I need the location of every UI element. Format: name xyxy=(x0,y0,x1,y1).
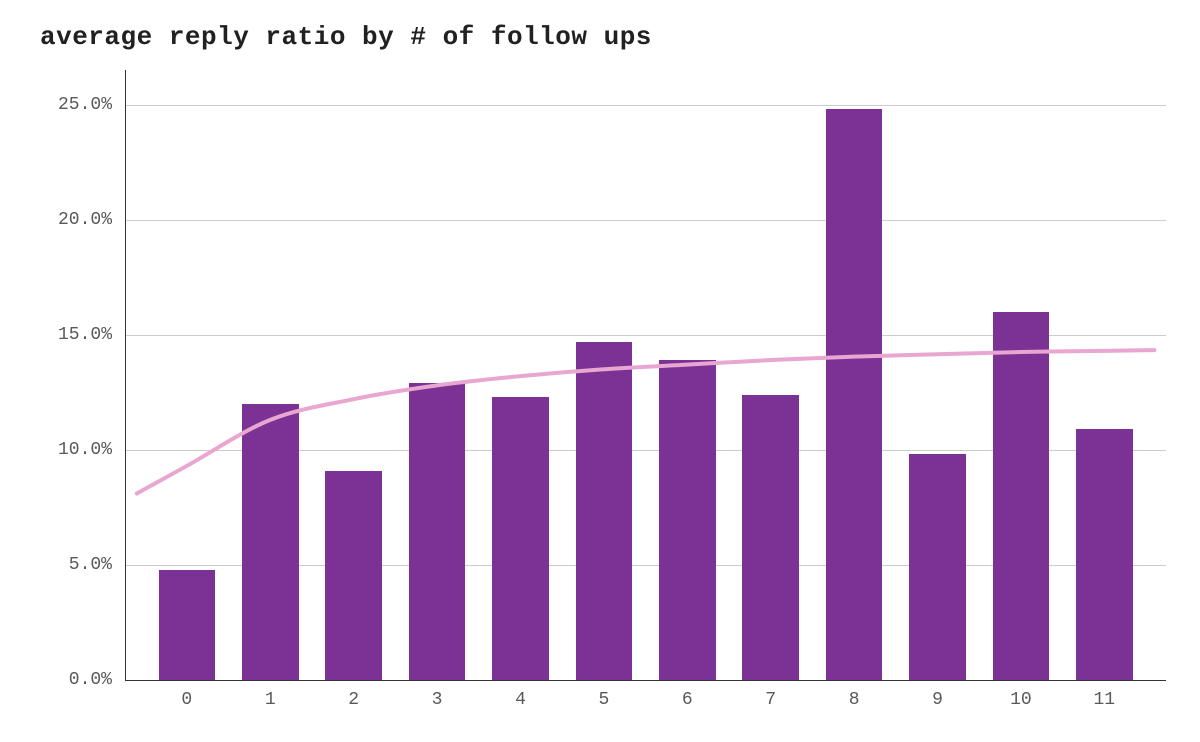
bar xyxy=(576,342,633,680)
x-tick-label: 4 xyxy=(515,680,526,710)
y-tick-label: 20.0% xyxy=(58,210,126,230)
gridline xyxy=(126,220,1166,221)
y-tick-label: 15.0% xyxy=(58,325,126,345)
chart-title: average reply ratio by # of follow ups xyxy=(40,22,652,52)
y-tick-label: 25.0% xyxy=(58,95,126,115)
x-tick-label: 6 xyxy=(682,680,693,710)
x-tick-label: 3 xyxy=(432,680,443,710)
bar xyxy=(909,454,966,680)
bar xyxy=(242,404,299,680)
chart-container: average reply ratio by # of follow ups 0… xyxy=(0,0,1200,742)
bar xyxy=(492,397,549,680)
x-tick-label: 11 xyxy=(1094,680,1116,710)
gridline xyxy=(126,105,1166,106)
bar xyxy=(826,109,883,680)
x-tick-label: 0 xyxy=(181,680,192,710)
y-tick-label: 10.0% xyxy=(58,440,126,460)
x-tick-label: 7 xyxy=(765,680,776,710)
bar xyxy=(325,471,382,680)
y-tick-label: 5.0% xyxy=(69,555,126,575)
bar xyxy=(742,395,799,680)
plot-area: 0.0%5.0%10.0%15.0%20.0%25.0%012345678910… xyxy=(125,70,1166,681)
x-tick-label: 9 xyxy=(932,680,943,710)
bar xyxy=(1076,429,1133,680)
bar xyxy=(993,312,1050,680)
x-tick-label: 1 xyxy=(265,680,276,710)
x-tick-label: 8 xyxy=(849,680,860,710)
bar xyxy=(409,383,466,680)
bar xyxy=(659,360,716,680)
x-tick-label: 2 xyxy=(348,680,359,710)
x-tick-label: 10 xyxy=(1010,680,1032,710)
y-tick-label: 0.0% xyxy=(69,670,126,690)
x-tick-label: 5 xyxy=(598,680,609,710)
bar xyxy=(159,570,216,680)
